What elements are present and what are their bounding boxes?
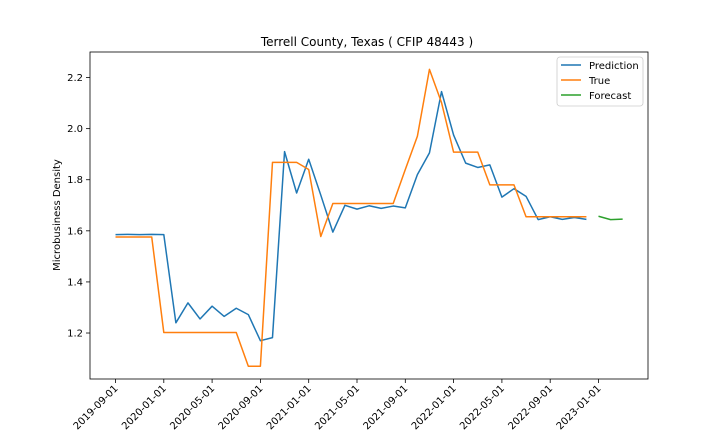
series-line-forecast (598, 215, 623, 221)
legend-label-forecast: Forecast (589, 91, 631, 102)
y-tick-label: 1.2 (67, 329, 83, 340)
legend-box (556, 56, 644, 107)
y-tick-label: 1.6 (67, 226, 83, 237)
y-tick-label: 2.2 (67, 73, 83, 84)
series-line-true (115, 68, 587, 367)
legend: Prediction True Forecast (556, 56, 644, 107)
legend-label-true: True (588, 76, 610, 87)
legend-label-prediction: Prediction (589, 61, 639, 72)
series-line-prediction (115, 90, 587, 342)
y-tick-label: 2.0 (67, 124, 83, 135)
axes-frame (89, 51, 649, 380)
y-tick-label: 1.4 (67, 277, 83, 288)
y-tick-label: 1.8 (67, 175, 83, 186)
y-axis-title: Microbusiness Density (52, 159, 63, 271)
chart-title: Terrell County, Texas ( CFIP 48443 ) (260, 35, 473, 49)
